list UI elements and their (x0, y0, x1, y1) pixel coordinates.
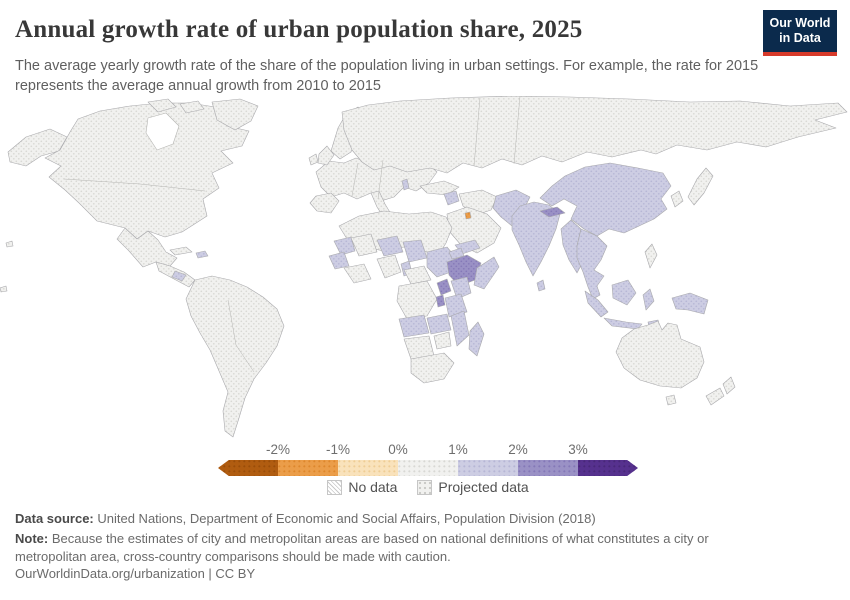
map-region-nepal[interactable] (539, 206, 566, 218)
hudson-bay-water (145, 112, 180, 151)
data-source-text: United Nations, Department of Economic a… (93, 511, 596, 526)
map-region-madagascar[interactable] (468, 321, 485, 357)
data-source-line: Data source: United Nations, Department … (15, 511, 775, 526)
map-region-central-african-republic[interactable] (403, 265, 432, 285)
legend-tick-labels: -2% -1% 0% 1% 2% 3% (218, 442, 638, 457)
owid-logo[interactable]: Our World in Data (763, 10, 837, 56)
note-text: Because the estimates of city and metrop… (15, 531, 709, 564)
map-region-kenya[interactable] (450, 276, 472, 300)
map-region-pacific-islands[interactable] (0, 285, 8, 293)
data-source-label: Data source: (15, 511, 94, 526)
world-map (0, 96, 848, 438)
map-region-indochina[interactable] (576, 228, 608, 300)
projected-data-swatch-icon (417, 479, 433, 495)
map-region-greenland[interactable] (211, 98, 259, 131)
legend-bar (218, 460, 638, 476)
map-region-dr-congo[interactable] (396, 280, 438, 320)
country-borders (63, 96, 521, 373)
map-region-japan[interactable] (687, 167, 714, 206)
map-region-new-zealand[interactable] (722, 376, 736, 395)
note-line: Note: Because the estimates of city and … (15, 530, 745, 565)
map-region-zambia[interactable] (426, 313, 452, 335)
map-region-syria[interactable] (443, 190, 460, 206)
map-region-mauritania[interactable] (333, 236, 356, 256)
legend-tick-label: 2% (508, 442, 528, 457)
note-label: Note: (15, 531, 49, 546)
legend-tick-label: 3% (568, 442, 588, 457)
map-region-honduras[interactable] (171, 270, 187, 282)
map-region-nigeria[interactable] (376, 254, 402, 279)
legend-bin-b_2_3[interactable] (518, 460, 578, 476)
map-region-russia-central-asia[interactable] (341, 96, 848, 174)
chart-subtitle: The average yearly growth rate of the sh… (15, 58, 759, 94)
owid-logo-line2: in Data (779, 31, 821, 45)
map-region-mexico[interactable] (116, 227, 178, 268)
legend-tick-label: -2% (265, 442, 291, 457)
no-data-swatch-icon (327, 479, 343, 495)
map-region-haiti[interactable] (195, 250, 209, 259)
owid-logo-line1: Our World (769, 15, 831, 30)
map-region-zimbabwe[interactable] (433, 331, 452, 350)
map-region-pacific-islands[interactable] (5, 240, 14, 248)
map-region-albania[interactable] (401, 178, 410, 191)
no-data-label: No data (348, 479, 398, 495)
map-region-sulawesi[interactable] (642, 288, 655, 311)
map-region-australia[interactable] (615, 320, 705, 389)
map-region-arabian-peninsula[interactable] (446, 206, 502, 254)
legend-bin-b_1_2[interactable] (458, 460, 518, 476)
legend-tick-label: -1% (325, 442, 351, 457)
map-region-arctic-islands[interactable] (179, 100, 205, 114)
map-region-india[interactable] (511, 201, 561, 277)
legend-tick-label: 1% (448, 442, 468, 457)
map-region-new-guinea[interactable] (671, 292, 709, 315)
map-region-cuba[interactable] (169, 246, 193, 256)
legend-no-data-item[interactable]: No data (327, 479, 397, 495)
map-region-south-america[interactable] (185, 275, 285, 438)
legend-bin-b_gt_3[interactable] (578, 460, 638, 476)
map-region-mali[interactable] (350, 233, 378, 257)
map-region-west-africa-coast[interactable] (343, 263, 372, 284)
map-region-angola[interactable] (398, 314, 430, 338)
map-region-tanzania[interactable] (444, 293, 468, 318)
legend-tick-label: 0% (388, 442, 408, 457)
map-region-iberia[interactable] (309, 192, 340, 214)
map-region-philippines[interactable] (644, 243, 658, 269)
map-region-java[interactable] (603, 317, 643, 330)
map-region-new-zealand[interactable] (705, 387, 725, 406)
legend-bin-b_0_1[interactable] (398, 460, 458, 476)
citation-text: OurWorldinData.org/urbanization | CC BY (15, 566, 256, 581)
map-region-mozambique[interactable] (450, 310, 470, 347)
map-region-somalia[interactable] (473, 256, 500, 290)
map-region-borneo[interactable] (611, 279, 637, 306)
legend-bin-b_m1_0[interactable] (338, 460, 398, 476)
map-region-korea[interactable] (670, 190, 684, 208)
map-region-kuwait[interactable] (464, 211, 472, 220)
legend-bin-b_lt_m2[interactable] (218, 460, 278, 476)
map-region-china[interactable] (539, 162, 672, 237)
legend-bin-b_m2_m1[interactable] (278, 460, 338, 476)
citation-line: OurWorldinData.org/urbanization | CC BY (15, 566, 255, 581)
map-region-south-africa[interactable] (410, 352, 455, 384)
map-region-senegal-guinea[interactable] (328, 251, 350, 270)
map-region-turkey[interactable] (419, 180, 460, 196)
map-region-tasmania[interactable] (665, 394, 677, 406)
map-region-rwanda-burundi[interactable] (435, 294, 446, 308)
map-region-niger[interactable] (376, 235, 404, 257)
map-region-ireland[interactable] (308, 153, 319, 166)
legend-special-items: No data Projected data (218, 478, 638, 496)
legend-projected-data-item[interactable]: Projected data (417, 479, 529, 495)
owid-logo-box: Our World in Data (763, 10, 837, 52)
owid-logo-accent-bar (763, 52, 837, 56)
projected-data-label: Projected data (438, 479, 529, 495)
map-region-uganda[interactable] (436, 278, 452, 296)
map-region-sumatra[interactable] (584, 290, 609, 318)
map-region-sri-lanka[interactable] (536, 279, 546, 292)
page-title: Annual growth rate of urban population s… (15, 16, 583, 43)
map-region-arctic-islands[interactable] (147, 98, 177, 113)
